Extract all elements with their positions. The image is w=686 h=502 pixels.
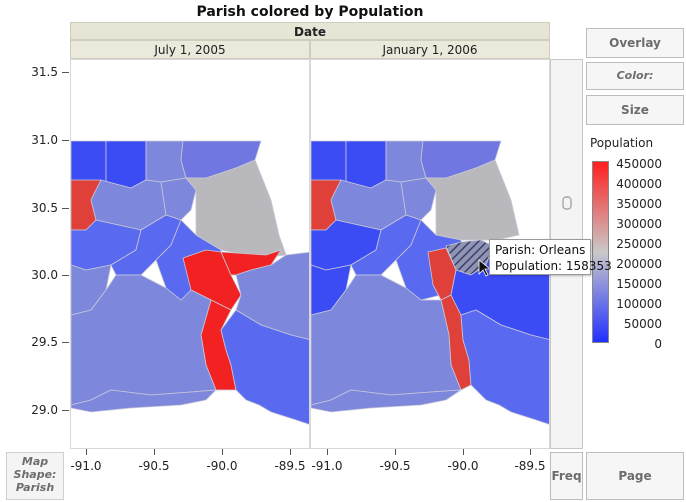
y-tick-mark bbox=[62, 208, 69, 209]
legend-label: 0 bbox=[654, 337, 662, 351]
map-shape-label-line: Map bbox=[21, 455, 49, 468]
group-header-date: Date bbox=[70, 22, 550, 40]
x-tick-label: -90.0 bbox=[206, 459, 238, 473]
x-tick-label: -90.5 bbox=[379, 459, 411, 473]
x-tick-mark bbox=[86, 449, 87, 455]
color-drop-zone[interactable]: Color: Population bbox=[586, 62, 684, 108]
y-tick-label: 30.5 bbox=[31, 201, 58, 215]
map-shape-label-line: Parish bbox=[15, 481, 55, 494]
parish-shape bbox=[385, 140, 427, 183]
y-tick-label: 29.5 bbox=[31, 335, 58, 349]
x-tick-mark bbox=[395, 449, 396, 455]
x-tick-mark bbox=[327, 449, 328, 455]
parish-shape bbox=[460, 309, 549, 425]
parish-shape bbox=[220, 309, 309, 425]
y-tick-label: 29.0 bbox=[31, 403, 58, 417]
slider-handle-icon bbox=[562, 196, 572, 210]
legend-label: 200000 bbox=[616, 257, 662, 271]
hover-tooltip: Parish: Orleans Population: 158353 bbox=[489, 239, 612, 275]
parish-shape bbox=[105, 140, 147, 189]
legend-label: 150000 bbox=[616, 277, 662, 291]
x-tick-label: -91.0 bbox=[70, 459, 102, 473]
y-tick-mark bbox=[62, 410, 69, 411]
chart-title: Parish colored by Population bbox=[196, 4, 424, 20]
parish-shape bbox=[185, 159, 287, 259]
legend-label: 350000 bbox=[616, 197, 662, 211]
x-tick-label: -91.0 bbox=[311, 459, 343, 473]
x-tick-mark bbox=[290, 449, 291, 455]
x-tick-label: -89.5 bbox=[514, 459, 546, 473]
legend-label: 100000 bbox=[616, 297, 662, 311]
parish-map-july-2005 bbox=[71, 140, 309, 448]
x-tick-label: -89.5 bbox=[274, 459, 306, 473]
y-tick-mark bbox=[62, 275, 69, 276]
map-panel-july-2005[interactable] bbox=[70, 59, 310, 449]
x-tick-mark bbox=[222, 449, 223, 455]
column-header-january-2006: January 1, 2006 bbox=[310, 40, 550, 59]
legend-label: 450000 bbox=[616, 157, 662, 171]
tooltip-population: Population: 158353 bbox=[495, 259, 612, 273]
y-tick-label: 31.0 bbox=[31, 133, 58, 147]
legend-label: 300000 bbox=[616, 217, 662, 231]
legend-label: 50000 bbox=[623, 317, 662, 331]
freq-drop-zone[interactable]: Freq bbox=[550, 452, 583, 500]
x-tick-label: -90.5 bbox=[138, 459, 170, 473]
y-tick-label: 30.0 bbox=[31, 268, 58, 282]
x-tick-label: -90.0 bbox=[447, 459, 479, 473]
legend-label: 400000 bbox=[616, 177, 662, 191]
map-shape-label-line: Shape: bbox=[13, 468, 57, 481]
parish-shape bbox=[345, 140, 387, 189]
x-tick-mark bbox=[463, 449, 464, 455]
map-shape-drop-zone[interactable]: Map Shape: Parish bbox=[6, 452, 64, 500]
x-tick-mark bbox=[530, 449, 531, 455]
y-tick-mark bbox=[62, 140, 69, 141]
y-tick-label: 31.5 bbox=[31, 65, 58, 79]
x-tick-mark bbox=[154, 449, 155, 455]
page-drop-zone[interactable]: Page bbox=[586, 452, 684, 500]
parish-shape bbox=[235, 251, 309, 340]
parish-shape bbox=[71, 389, 217, 413]
legend-title: Population bbox=[590, 136, 654, 150]
parish-shape bbox=[145, 140, 187, 183]
x-axis-area bbox=[0, 449, 550, 502]
column-header-july-2005: July 1, 2005 bbox=[70, 40, 310, 59]
size-drop-zone[interactable]: Size bbox=[586, 95, 684, 125]
parish-shape bbox=[311, 389, 462, 413]
legend-color-gradient bbox=[592, 161, 609, 343]
legend-label: 250000 bbox=[616, 237, 662, 251]
tooltip-parish: Parish: Orleans bbox=[495, 243, 586, 257]
overlay-drop-zone[interactable]: Overlay bbox=[586, 28, 684, 58]
parish-shape bbox=[425, 159, 520, 241]
y-tick-mark bbox=[62, 342, 69, 343]
y-tick-mark bbox=[62, 72, 69, 73]
